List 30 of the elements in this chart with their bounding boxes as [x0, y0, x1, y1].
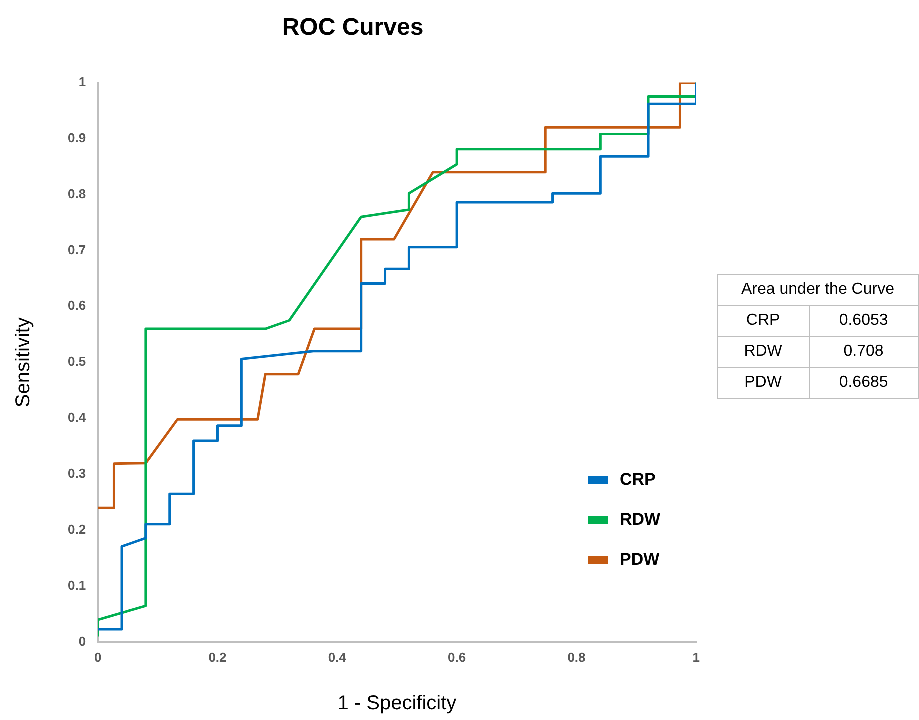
y-tick-label: 0	[78, 634, 86, 649]
y-tick-label: 0.3	[68, 466, 86, 482]
y-tick-label: 0.5	[68, 354, 86, 370]
y-tick-label: 0.7	[68, 242, 86, 258]
x-tick-label: 0.2	[208, 650, 227, 665]
text: 0.6053	[809, 306, 918, 336]
x-tick-label: 0.4	[328, 650, 348, 665]
text: CRP	[718, 306, 810, 336]
legend-label: PDW	[620, 550, 660, 570]
x-tick-label: 1	[692, 650, 700, 665]
x-tick-label: 0.6	[448, 650, 466, 665]
y-tick-label: 0.4	[68, 410, 87, 426]
x-tick-label: 0	[94, 650, 102, 665]
y-tick-label: 0.6	[68, 298, 86, 314]
y-tick-label: 0.8	[68, 186, 86, 202]
x-axis-title: 1 - Specificity	[338, 692, 457, 715]
y-axis-title: Sensitivity	[12, 318, 35, 408]
x-tick-label: 0.8	[568, 650, 586, 665]
y-tick-label: 1	[78, 74, 86, 90]
text: RDW	[718, 336, 810, 368]
y-tick-label: 0.2	[68, 522, 86, 538]
text: 0.6685	[809, 368, 918, 398]
chart-title: ROC Curves	[282, 14, 424, 42]
text: 0.708	[809, 336, 918, 368]
y-tick-label: 0.9	[68, 130, 86, 146]
text: Area under the Curve	[718, 274, 918, 306]
text: PDW	[718, 368, 810, 398]
legend-label: CRP	[620, 470, 656, 490]
y-tick-label: 0.1	[68, 578, 86, 594]
legend-label: RDW	[620, 510, 661, 530]
